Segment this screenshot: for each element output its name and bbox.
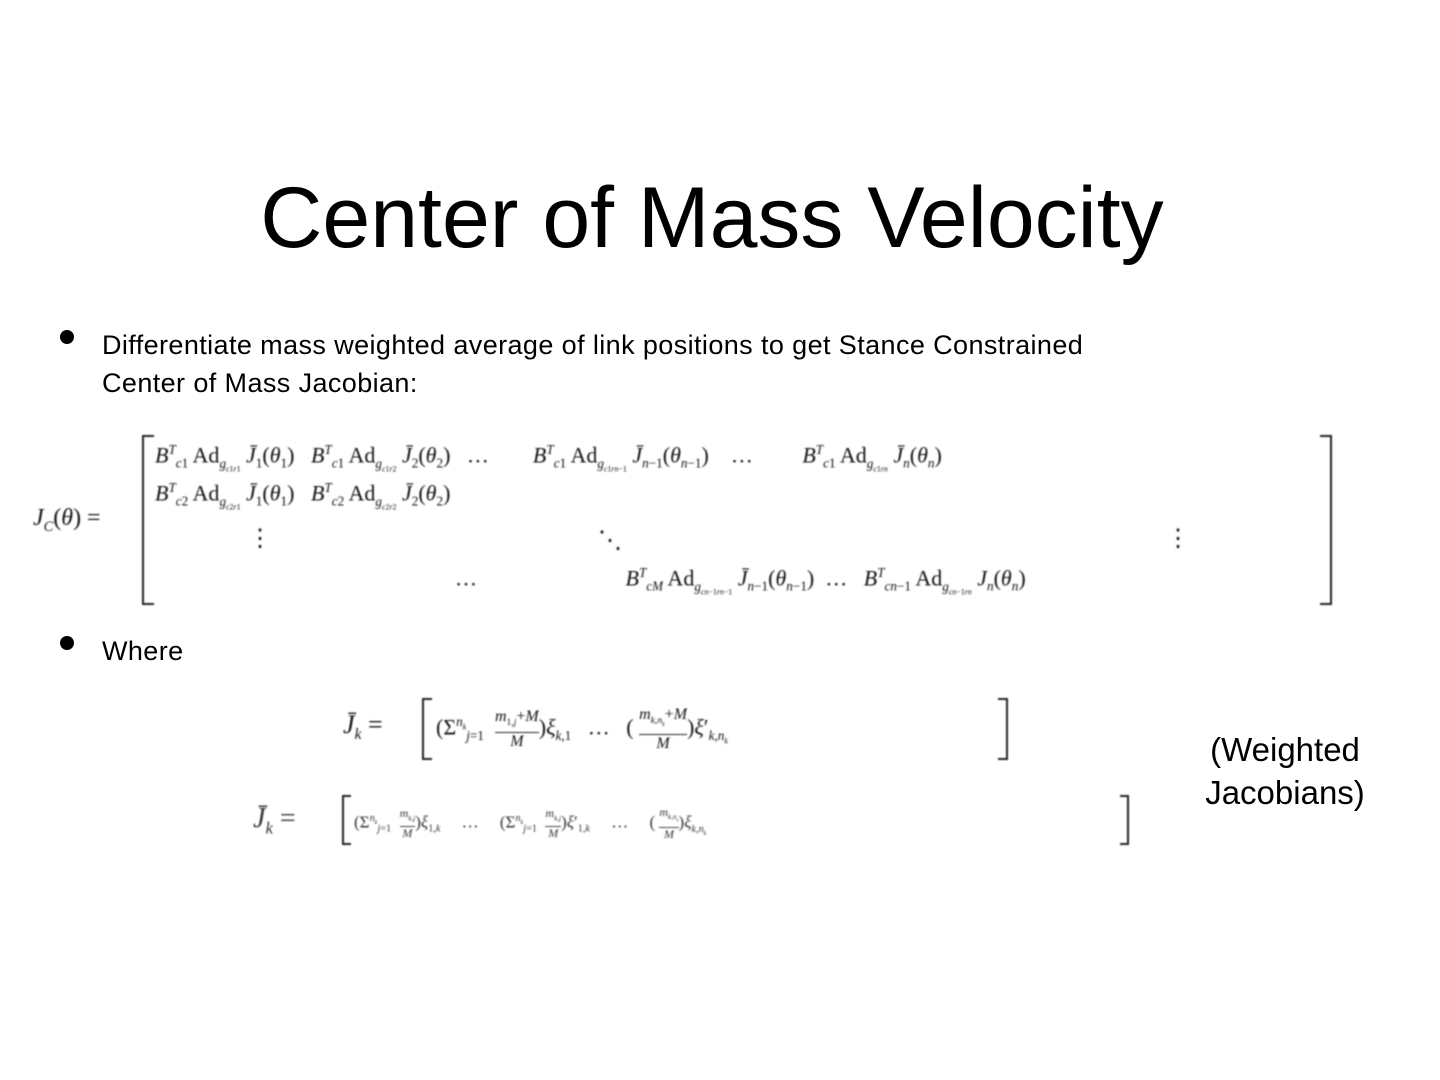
bullet-text-1: Differentiate mass weighted average of l… [102, 326, 1083, 402]
jk2-right-bracket [1120, 795, 1129, 845]
slide-title: Center of Mass Velocity [260, 170, 1164, 266]
jk1-right-bracket [998, 698, 1008, 760]
bullet-text-2: Where [102, 632, 184, 670]
matrix-row-1: BTc1 Adgc1r1 J̄1(θ1) BTc1 Adgc1r2 J̄2(θ2… [155, 442, 942, 474]
matrix-row-3-vdots-right: ⋮ [1166, 526, 1190, 552]
jc-lhs: JC(θ) = [33, 505, 101, 535]
matrix-right-bracket [1320, 435, 1332, 605]
matrix-row-3-ddots: ⋱ [598, 528, 622, 554]
matrix-left-bracket [142, 435, 154, 605]
jk2-lhs: J̄k = [253, 803, 296, 838]
matrix-row-4: … BTcM Adgcn−1rn−1 J̄n−1(θn−1) … BTcn−1 … [455, 565, 1026, 597]
matrix-row-3-vdots-left: ⋮ [248, 526, 272, 552]
bullet-dot-2 [60, 636, 74, 650]
weighted-jacobians-label: (Weighted Jacobians) [1180, 728, 1390, 814]
jk1-lhs: J̄k = [343, 710, 383, 744]
bullet-1-line-2: Center of Mass Jacobian: [102, 368, 418, 398]
bullet-1-line-1: Differentiate mass weighted average of l… [102, 330, 1084, 360]
jk1-body: (Σnkj=1 m1,j+M M )ξk,1 … ( mk,nk+M M )ξ′… [436, 706, 728, 753]
jk1-left-bracket [422, 698, 432, 760]
bullet-dot-1 [60, 330, 74, 344]
jk2-left-bracket [342, 795, 351, 845]
side-label-line-2: Jacobians) [1205, 774, 1365, 811]
bullet-2-line-1: Where [102, 636, 184, 666]
jk2-body: (Σnkj=1 mk,j M )ξ1,k … (Σnkj=1 mk,j M )ξ… [354, 805, 707, 841]
side-label-line-1: (Weighted [1210, 731, 1360, 768]
matrix-row-2: BTc2 Adgc2r1 J̄1(θ1) BTc2 Adgc2r2 J̄2(θ2… [155, 480, 451, 512]
